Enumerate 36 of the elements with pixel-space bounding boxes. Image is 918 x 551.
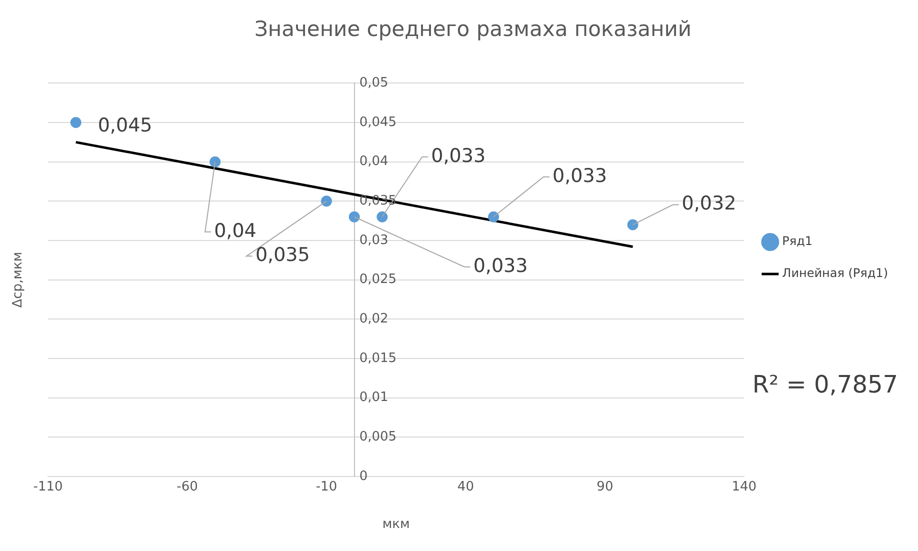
data-label: 0,035 — [255, 244, 310, 266]
point — [210, 156, 221, 168]
text: R² = 0,7857 — [752, 370, 898, 399]
data-label: 0,032 — [682, 192, 736, 215]
y-tick-label: 0,03 — [359, 232, 388, 248]
y-tick-label: 0,02 — [359, 311, 388, 326]
x-tick-label: 40 — [457, 480, 474, 495]
legend-label: Ряд1 — [782, 234, 813, 248]
legend-label: Линейная (Ряд1) — [782, 266, 888, 280]
point — [376, 211, 388, 222]
y-tick-label: 0,01 — [359, 390, 388, 406]
y-tick-label: 0,015 — [359, 350, 397, 366]
data-label: 0,033 — [552, 164, 607, 187]
data-label: 0,033 — [473, 254, 528, 277]
point — [348, 211, 360, 222]
y-tick-label: 0,025 — [359, 272, 397, 288]
data-label: 0,033 — [431, 144, 486, 167]
x-axis-title: мкм — [382, 516, 410, 532]
point — [320, 196, 332, 207]
y-tick-label: 0,005 — [359, 429, 397, 444]
x-tick-label: 140 — [732, 480, 757, 495]
y-tick-label: 0,05 — [359, 76, 388, 91]
y-tick-label: 0,04 — [359, 154, 388, 170]
data-label: 0,045 — [98, 114, 152, 136]
x-tick-label: -10 — [316, 480, 338, 495]
x-tick-label: -60 — [176, 480, 198, 495]
point — [488, 211, 500, 222]
point — [627, 219, 638, 230]
x-tick-label: -110 — [33, 480, 63, 495]
chart-title: Значение среднего размаха показаний — [254, 17, 692, 42]
data-label: 0,04 — [214, 220, 256, 242]
y-tick-label: 0,045 — [359, 114, 397, 130]
x-tick-label: 90 — [596, 480, 614, 495]
y-tick-label: 0 — [359, 468, 368, 484]
y-axis-title: Δср,мкм — [10, 252, 26, 308]
point — [70, 117, 82, 128]
